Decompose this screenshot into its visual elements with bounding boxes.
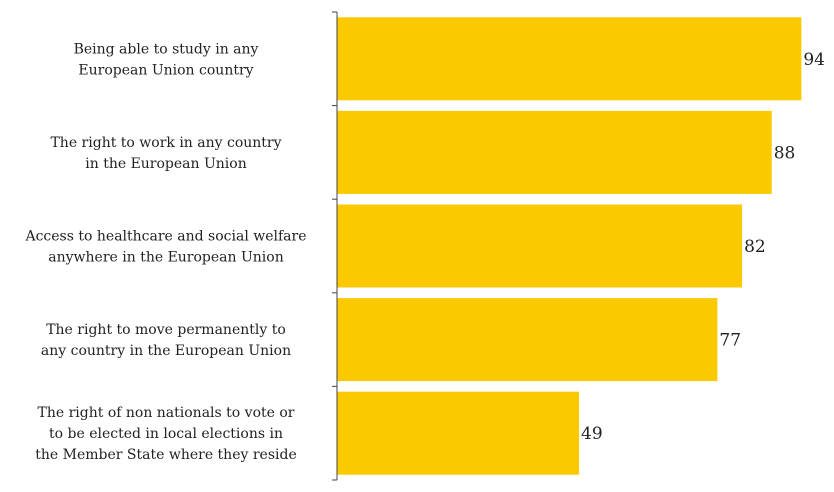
y-axis bbox=[332, 11, 338, 481]
bar-2 bbox=[337, 110, 772, 194]
bar-1 bbox=[337, 17, 802, 101]
category-label-5: The right of non nationals to vote or to … bbox=[35, 405, 296, 463]
bars-group bbox=[337, 17, 802, 475]
value-label-1: 94 bbox=[803, 50, 825, 70]
category-label-2: The right to work in any country in the E… bbox=[50, 135, 281, 172]
value-label-4: 77 bbox=[719, 331, 741, 351]
bar-5 bbox=[337, 391, 580, 475]
value-label-3: 82 bbox=[744, 237, 766, 257]
value-label-2: 88 bbox=[774, 143, 796, 163]
bar-3 bbox=[337, 204, 743, 288]
category-label-3: Access to healthcare and social welfare a… bbox=[24, 229, 306, 266]
value-label-5: 49 bbox=[581, 424, 603, 444]
category-label-1: Being able to study in any European Union… bbox=[74, 41, 259, 78]
category-label-4: The right to move permanently to any coun… bbox=[41, 322, 291, 359]
value-labels-group: 94 88 82 77 49 bbox=[581, 50, 825, 444]
category-labels-group: Being able to study in any European Union… bbox=[24, 41, 306, 463]
bar-4 bbox=[337, 298, 718, 382]
